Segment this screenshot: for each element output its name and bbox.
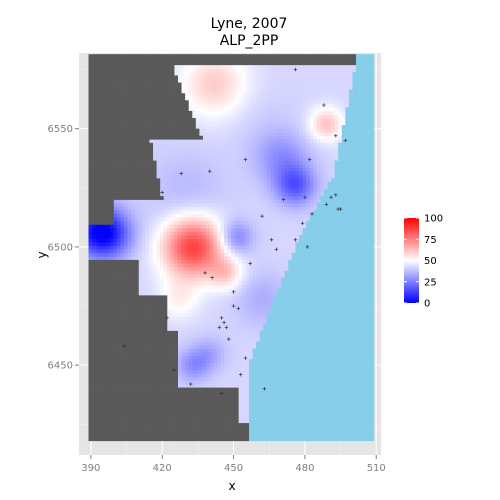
y-axis: 6450 6500 6550 — [48, 124, 79, 372]
y-tick-label: 6450 — [48, 361, 73, 372]
x-tick-label: 480 — [295, 463, 314, 474]
booth-marker — [300, 221, 305, 226]
booth-marker — [293, 67, 298, 72]
booth-marker — [248, 261, 253, 266]
booth-marker — [231, 290, 236, 294]
booth-marker — [322, 103, 326, 107]
sea-area — [249, 54, 375, 442]
booth-marker — [243, 356, 248, 360]
booth-marker — [260, 214, 264, 218]
x-tick-label: 510 — [367, 463, 386, 474]
booth-marker — [231, 304, 236, 308]
booth-marker — [293, 238, 298, 242]
legend-tick-label: 75 — [424, 235, 437, 246]
booth-marker — [334, 133, 338, 138]
booth-marker — [210, 275, 214, 280]
booth-marker — [238, 372, 243, 377]
y-axis-label: y — [35, 251, 49, 258]
booth-marker — [338, 207, 343, 211]
booth-marker — [305, 245, 310, 249]
legend: 100 75 50 25 0 — [404, 214, 443, 310]
x-tick-label: 450 — [224, 463, 243, 474]
legend-ticks: 100 75 50 25 0 — [404, 214, 443, 310]
booth-marker — [227, 337, 231, 341]
chart-title: Lyne, 2007 — [211, 16, 288, 32]
legend-tick-label: 100 — [424, 214, 443, 225]
booth-marker — [219, 391, 224, 396]
booth-marker — [222, 320, 226, 325]
plot-panel — [79, 53, 381, 455]
booth-marker — [262, 386, 267, 391]
booth-marker — [203, 271, 207, 275]
interpolated-surface — [88, 64, 357, 424]
booth-marker — [217, 325, 222, 330]
x-tick-label: 390 — [81, 463, 100, 474]
booth-marker — [303, 195, 307, 200]
booth-marker — [207, 169, 212, 174]
booth-marker — [236, 306, 241, 311]
x-axis-label: x — [228, 479, 235, 493]
booth-marker — [274, 247, 279, 252]
booth-marker — [172, 368, 176, 372]
booth-marker — [243, 157, 248, 162]
chart-subtitle: ALP_2PP — [220, 33, 279, 49]
booth-marker — [334, 193, 338, 197]
booth-marker — [219, 316, 224, 320]
booth-marker — [307, 157, 312, 162]
y-tick-label: 6550 — [48, 124, 73, 135]
legend-tick-label: 50 — [424, 256, 437, 267]
x-axis: 390 420 450 480 510 — [81, 455, 386, 474]
booth-marker — [343, 138, 348, 143]
booth-marker — [165, 316, 169, 320]
legend-colorbar — [404, 218, 419, 303]
x-tick-label: 420 — [153, 463, 172, 474]
booth-marker — [329, 195, 333, 200]
booth-marker — [269, 238, 274, 242]
booth-markers — [122, 67, 348, 396]
booth-marker — [224, 325, 229, 330]
booth-marker — [122, 344, 126, 349]
booth-marker — [324, 202, 329, 207]
legend-tick-label: 0 — [424, 299, 430, 310]
booth-marker — [310, 212, 314, 216]
land-outside-region — [88, 54, 357, 442]
booth-marker — [188, 382, 193, 386]
booth-marker — [179, 171, 184, 176]
booth-marker — [160, 190, 165, 195]
booth-marker — [281, 197, 286, 202]
y-tick-label: 6500 — [48, 242, 73, 253]
legend-tick-label: 25 — [424, 277, 437, 288]
